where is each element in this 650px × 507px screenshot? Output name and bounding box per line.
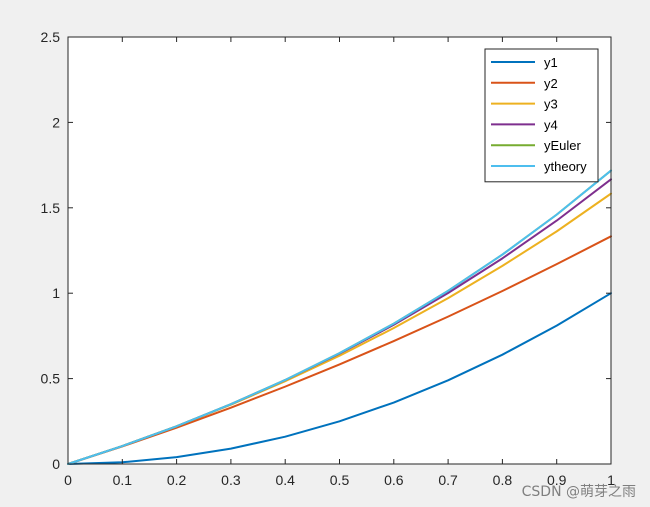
x-tick-label: 0.5: [330, 472, 350, 488]
series-layer: [67, 169, 612, 465]
y-tick-label: 2.5: [41, 29, 61, 45]
legend-label: y4: [544, 117, 558, 132]
y-tick-label: 2: [52, 114, 60, 130]
x-tick-label: 0.1: [113, 472, 133, 488]
series-line-ytheory: [67, 169, 612, 465]
x-tick-label: 0.9: [547, 472, 567, 488]
x-tick-label: 1: [607, 472, 615, 488]
legend-label: yEuler: [544, 138, 582, 153]
series-line-y1: [67, 292, 612, 465]
x-tick-label: 0.2: [167, 472, 187, 488]
y-tick-label: 1.5: [41, 200, 61, 216]
x-tick-label: 0.8: [493, 472, 513, 488]
y-tick-label: 0: [52, 456, 60, 472]
legend-label: y3: [544, 97, 558, 112]
legend-label: y1: [544, 55, 558, 70]
y-tick-label: 0.5: [41, 371, 61, 387]
y-tick-label: 1: [52, 285, 60, 301]
tick-layer: 0 0.1 0.2 0.3 0.4 0.5 0.6 0.7 0.8 0.9 1 0 0.5 1 1.5 2 2.…: [41, 29, 616, 488]
legend-label: y2: [544, 76, 558, 91]
legend: y1 y2 y3 y4 yEuler ytheory: [484, 48, 599, 183]
x-tick-label: 0.6: [384, 472, 404, 488]
x-tick-label: 0: [64, 472, 72, 488]
legend-label: ytheory: [544, 159, 587, 174]
x-tick-label: 0.4: [275, 472, 295, 488]
x-tick-label: 0.3: [221, 472, 241, 488]
x-tick-label: 0.7: [438, 472, 458, 488]
legend-box: [484, 48, 599, 183]
watermark: CSDN @萌芽之雨: [521, 484, 636, 500]
